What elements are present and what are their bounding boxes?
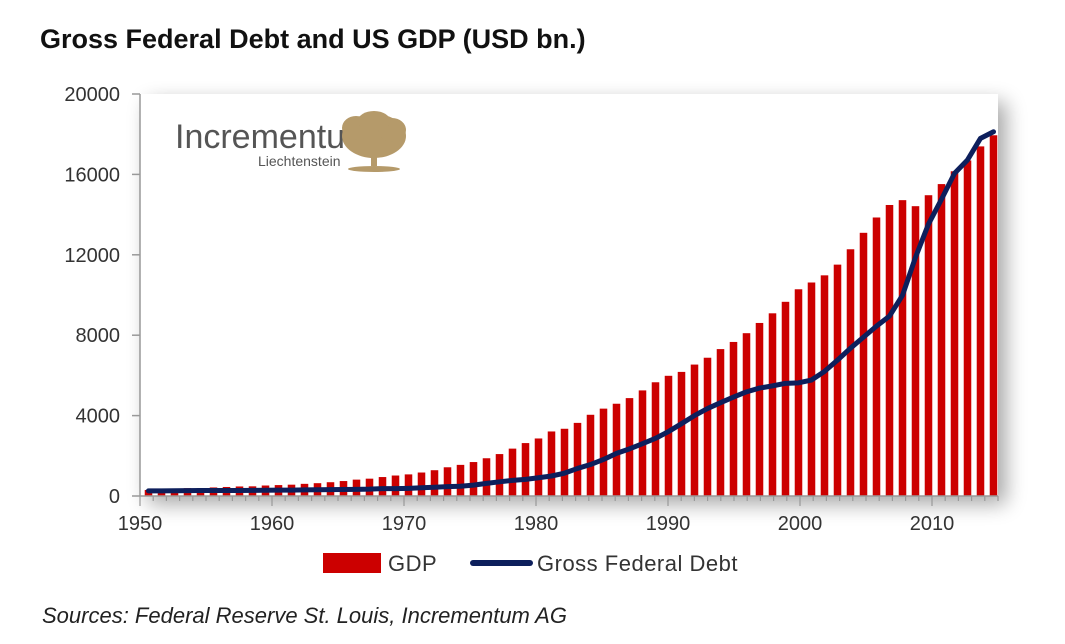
legend: GDP Gross Federal Debt xyxy=(323,551,738,576)
y-tick-label-12000: 12000 xyxy=(64,245,120,267)
legend-gdp-label: GDP xyxy=(388,551,437,576)
legend-debt-label: Gross Federal Debt xyxy=(537,551,738,576)
gdp-bar-1979 xyxy=(521,443,530,496)
gdp-bar-2005 xyxy=(859,232,868,496)
tree-icon xyxy=(342,111,406,172)
gdp-bar-2004 xyxy=(846,249,855,496)
incrementum-logo: Incrementum Liechtenstein xyxy=(175,111,406,172)
gdp-bar-1982 xyxy=(560,428,569,496)
chart-title: Gross Federal Debt and US GDP (USD bn.) xyxy=(40,24,586,54)
x-tick-label-1950: 1950 xyxy=(118,513,163,535)
gdp-bar-2003 xyxy=(833,264,842,496)
gdp-bar-2014 xyxy=(976,146,985,496)
gdp-bar-1980 xyxy=(534,438,543,496)
gdp-bar-1985 xyxy=(599,408,608,496)
gdp-bar-1977 xyxy=(495,454,504,496)
gdp-bar-1975 xyxy=(469,462,478,496)
gdp-bar-2001 xyxy=(807,282,816,496)
gdp-bar-2000 xyxy=(794,289,803,496)
gdp-bar-1991 xyxy=(677,371,686,496)
gdp-bar-1994 xyxy=(716,349,725,496)
gdp-bar-2012 xyxy=(950,171,959,496)
gdp-bar-1990 xyxy=(664,375,673,496)
gdp-bar-2008 xyxy=(898,200,907,496)
gdp-bar-2002 xyxy=(820,275,829,496)
gdp-bar-1983 xyxy=(573,422,582,496)
legend-gdp-swatch xyxy=(323,553,381,573)
debt-line xyxy=(146,129,996,494)
gdp-bar-1973 xyxy=(443,467,452,496)
y-tick-label-0: 0 xyxy=(109,486,120,508)
gdp-bar-2007 xyxy=(885,204,894,497)
chart: 0 4000 8000 12000 16000 20000 1950 1960 1970 1980… xyxy=(64,84,999,576)
gdp-bar-1981 xyxy=(547,431,556,496)
gdp-bar-2010 xyxy=(924,195,933,496)
gdp-bar-2015 xyxy=(989,135,998,496)
y-tick-label-4000: 4000 xyxy=(76,406,121,428)
gdp-bar-1976 xyxy=(482,458,491,496)
gdp-bar-1995 xyxy=(729,341,738,496)
x-tick-label-1980: 1980 xyxy=(514,513,559,535)
x-tick-label-1960: 1960 xyxy=(250,513,295,535)
gdp-bar-1984 xyxy=(586,414,595,496)
x-tick-label-1970: 1970 xyxy=(382,513,427,535)
gdp-bar-1986 xyxy=(612,403,621,496)
gdp-bar-1992 xyxy=(690,364,699,496)
logo-sub: Liechtenstein xyxy=(258,153,341,169)
gdp-bar-1998 xyxy=(768,313,777,496)
gdp-bar-2006 xyxy=(872,217,881,497)
gdp-bar-1971 xyxy=(417,472,426,496)
plot-area xyxy=(140,94,998,496)
source-note: Sources: Federal Reserve St. Louis, Incr… xyxy=(42,603,567,628)
gdp-bar-2009 xyxy=(911,206,920,496)
gdp-bar-1974 xyxy=(456,464,465,496)
gdp-bars xyxy=(144,135,998,497)
y-tick-label-16000: 16000 xyxy=(64,164,120,186)
gdp-bar-1999 xyxy=(781,301,790,496)
gdp-bar-1969 xyxy=(391,475,400,496)
y-tick-label-8000: 8000 xyxy=(76,325,121,347)
x-tick-label-2010: 2010 xyxy=(910,513,955,535)
x-tick-label-2000: 2000 xyxy=(778,513,823,535)
logo-name: Incrementum xyxy=(175,118,373,156)
gdp-bar-1972 xyxy=(430,470,439,496)
x-tick-label-1990: 1990 xyxy=(646,513,691,535)
gdp-bar-1996 xyxy=(742,333,751,496)
gdp-bar-1978 xyxy=(508,448,517,496)
gdp-bar-1970 xyxy=(404,474,413,496)
gdp-bar-2013 xyxy=(963,160,972,497)
gdp-bar-2011 xyxy=(937,184,946,496)
gdp-bar-1997 xyxy=(755,322,764,496)
axes: 0 4000 8000 12000 16000 20000 1950 1960 1970 1980… xyxy=(64,84,999,535)
y-tick-label-20000: 20000 xyxy=(64,84,120,106)
gdp-bar-1993 xyxy=(703,357,712,496)
